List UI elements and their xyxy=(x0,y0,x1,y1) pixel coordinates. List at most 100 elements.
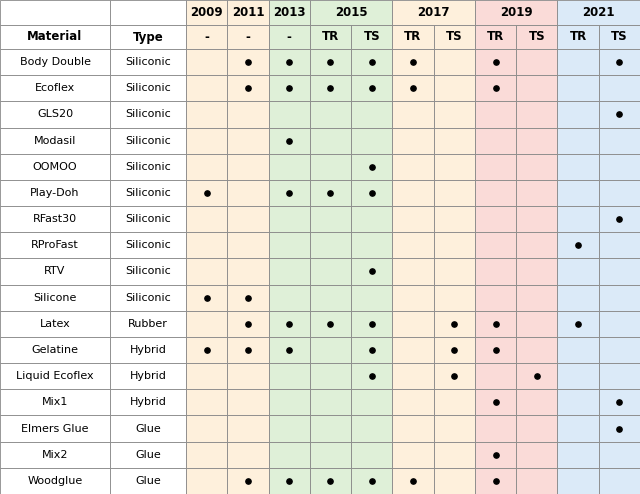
Bar xyxy=(392,442,434,468)
Bar xyxy=(310,415,351,442)
Bar xyxy=(227,75,269,101)
Bar xyxy=(599,415,640,442)
Bar xyxy=(186,389,227,415)
Bar xyxy=(269,127,310,154)
Bar xyxy=(599,180,640,206)
Text: Glue: Glue xyxy=(135,450,161,460)
Bar xyxy=(434,101,475,127)
Bar xyxy=(516,75,557,101)
Text: RFast30: RFast30 xyxy=(33,214,77,224)
Bar xyxy=(0,337,110,363)
Bar xyxy=(392,49,434,75)
Text: TS: TS xyxy=(364,31,380,43)
Bar xyxy=(269,49,310,75)
Text: TR: TR xyxy=(487,31,504,43)
Bar xyxy=(310,442,351,468)
Bar xyxy=(475,311,516,337)
Bar xyxy=(557,415,599,442)
Bar xyxy=(310,337,351,363)
Text: Hybrid: Hybrid xyxy=(129,345,166,355)
Bar xyxy=(516,363,557,389)
Bar xyxy=(516,49,557,75)
Bar xyxy=(557,442,599,468)
Bar xyxy=(269,101,310,127)
Bar xyxy=(227,154,269,180)
Bar xyxy=(310,75,351,101)
Bar xyxy=(599,442,640,468)
Bar xyxy=(599,258,640,285)
Bar xyxy=(475,415,516,442)
Bar xyxy=(434,415,475,442)
Bar xyxy=(110,337,186,363)
Bar xyxy=(0,468,110,494)
Text: Siliconic: Siliconic xyxy=(125,110,171,120)
Bar xyxy=(434,363,475,389)
Bar xyxy=(310,180,351,206)
Bar xyxy=(269,389,310,415)
Bar xyxy=(475,337,516,363)
Bar xyxy=(351,75,392,101)
Text: 2021: 2021 xyxy=(582,6,615,19)
Bar xyxy=(0,442,110,468)
Text: Mix2: Mix2 xyxy=(42,450,68,460)
Bar xyxy=(269,363,310,389)
Bar xyxy=(186,258,227,285)
Bar xyxy=(475,363,516,389)
Bar xyxy=(351,389,392,415)
Bar xyxy=(557,232,599,258)
Bar xyxy=(269,25,310,49)
Text: TS: TS xyxy=(446,31,463,43)
Bar xyxy=(310,127,351,154)
Bar xyxy=(392,363,434,389)
Bar xyxy=(0,127,110,154)
Bar xyxy=(110,75,186,101)
Bar xyxy=(186,101,227,127)
Bar xyxy=(227,337,269,363)
Bar xyxy=(475,442,516,468)
Bar xyxy=(186,337,227,363)
Bar xyxy=(269,468,310,494)
Bar xyxy=(186,0,227,25)
Bar xyxy=(269,232,310,258)
Bar xyxy=(599,311,640,337)
Bar xyxy=(516,311,557,337)
Bar xyxy=(227,232,269,258)
Text: TR: TR xyxy=(322,31,339,43)
Text: Modasil: Modasil xyxy=(34,136,76,146)
Text: Hybrid: Hybrid xyxy=(129,371,166,381)
Bar xyxy=(557,468,599,494)
Text: -: - xyxy=(246,31,250,43)
Bar xyxy=(186,232,227,258)
Bar xyxy=(392,25,434,49)
Text: GLS20: GLS20 xyxy=(37,110,73,120)
Bar xyxy=(475,258,516,285)
Bar xyxy=(599,389,640,415)
Bar xyxy=(516,442,557,468)
Bar xyxy=(186,468,227,494)
Text: Silicone: Silicone xyxy=(33,292,77,303)
Bar xyxy=(557,258,599,285)
Bar xyxy=(392,415,434,442)
Bar xyxy=(599,363,640,389)
Bar xyxy=(516,468,557,494)
Bar xyxy=(557,180,599,206)
Text: TR: TR xyxy=(570,31,587,43)
Bar xyxy=(351,25,392,49)
Bar xyxy=(351,363,392,389)
Text: Hybrid: Hybrid xyxy=(129,397,166,408)
Bar xyxy=(227,468,269,494)
Bar xyxy=(392,0,475,25)
Bar xyxy=(392,311,434,337)
Bar xyxy=(599,285,640,311)
Bar xyxy=(110,415,186,442)
Text: 2019: 2019 xyxy=(500,6,532,19)
Bar xyxy=(310,232,351,258)
Bar xyxy=(557,337,599,363)
Bar xyxy=(310,258,351,285)
Bar xyxy=(475,285,516,311)
Bar xyxy=(516,127,557,154)
Text: Play-Doh: Play-Doh xyxy=(30,188,80,198)
Bar xyxy=(310,311,351,337)
Bar xyxy=(269,415,310,442)
Bar xyxy=(599,154,640,180)
